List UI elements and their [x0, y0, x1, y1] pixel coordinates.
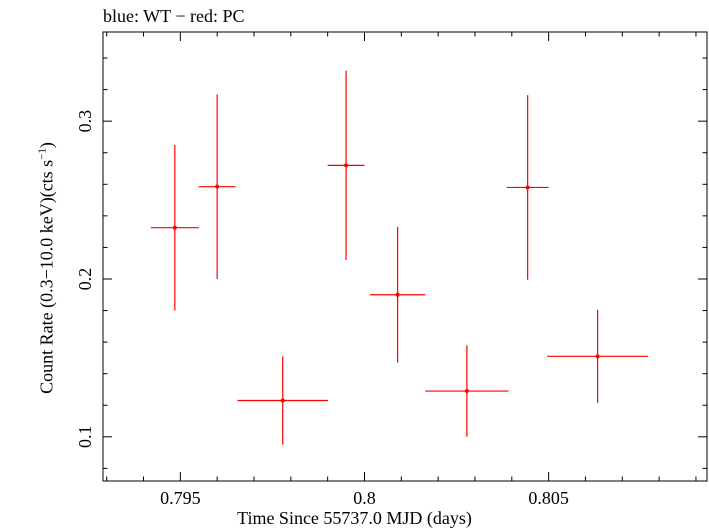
- plot-frame: [102, 31, 708, 482]
- data-marker: [595, 354, 600, 359]
- chart-title: blue: WT − red: PC: [103, 6, 245, 26]
- data-marker: [344, 163, 349, 168]
- data-marker: [464, 389, 469, 394]
- x-axis-label: Time Since 55737.0 MJD (days): [237, 508, 472, 528]
- data-marks: [150, 70, 649, 445]
- data-point: [506, 95, 549, 280]
- data-marker: [395, 292, 400, 297]
- data-point: [150, 144, 199, 311]
- x-tick-label: 0.805: [528, 488, 569, 508]
- data-point: [547, 309, 649, 403]
- data-point: [425, 345, 509, 437]
- data-marker: [280, 398, 285, 403]
- axis-ticks: 0.795 0.8 0.805 0.1 0.2 0.3: [75, 32, 707, 508]
- data-point: [237, 356, 329, 445]
- y-tick-label: 0.3: [75, 110, 95, 133]
- y-axis-label-exponent: −1: [36, 148, 49, 160]
- data-marker: [525, 185, 530, 190]
- y-tick-label: 0.1: [75, 426, 95, 449]
- y-tick-label: 0.2: [75, 268, 95, 291]
- y-axis-label-main: Count Rate (0.3−10.0 keV)(cts s: [36, 159, 57, 394]
- data-marker: [215, 184, 220, 189]
- data-point: [327, 70, 365, 261]
- y-axis-label: Count Rate (0.3−10.0 keV)(cts s−1): [37, 142, 58, 394]
- data-point: [370, 226, 426, 363]
- data-point: [198, 94, 236, 279]
- x-tick-label: 0.8: [353, 488, 376, 508]
- y-axis-label-end: ): [36, 142, 57, 149]
- x-tick-label: 0.795: [160, 488, 201, 508]
- data-marker: [172, 225, 177, 230]
